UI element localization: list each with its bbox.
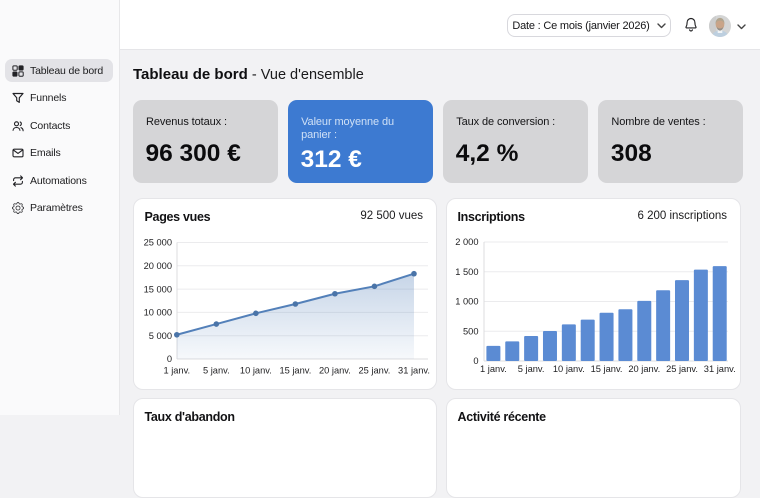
svg-text:10 janv.: 10 janv.: [553, 364, 585, 374]
svg-text:5 000: 5 000: [149, 331, 172, 341]
svg-text:31 janv.: 31 janv.: [398, 366, 430, 376]
svg-text:15 janv.: 15 janv.: [591, 364, 623, 374]
svg-text:10 000: 10 000: [144, 308, 172, 318]
svg-text:500: 500: [463, 326, 479, 336]
svg-text:5 janv.: 5 janv.: [203, 366, 230, 376]
svg-text:20 000: 20 000: [144, 261, 172, 271]
svg-text:1 janv.: 1 janv.: [163, 366, 190, 376]
svg-text:0: 0: [167, 354, 172, 364]
svg-text:1 500: 1 500: [455, 267, 478, 277]
svg-text:1 000: 1 000: [455, 297, 478, 307]
svg-text:25 000: 25 000: [144, 238, 172, 248]
svg-text:25 janv.: 25 janv.: [666, 364, 698, 374]
svg-text:0: 0: [473, 356, 478, 366]
svg-text:20 janv.: 20 janv.: [319, 366, 351, 376]
svg-text:15 000: 15 000: [144, 284, 172, 294]
svg-text:5 janv.: 5 janv.: [518, 364, 545, 374]
svg-text:1 janv.: 1 janv.: [480, 364, 507, 374]
svg-text:2 000: 2 000: [455, 237, 478, 247]
svg-text:25 janv.: 25 janv.: [359, 366, 391, 376]
svg-text:31 janv.: 31 janv.: [704, 364, 736, 374]
svg-text:20 janv.: 20 janv.: [628, 364, 660, 374]
svg-text:15 janv.: 15 janv.: [279, 366, 311, 376]
svg-text:10 janv.: 10 janv.: [240, 366, 272, 376]
